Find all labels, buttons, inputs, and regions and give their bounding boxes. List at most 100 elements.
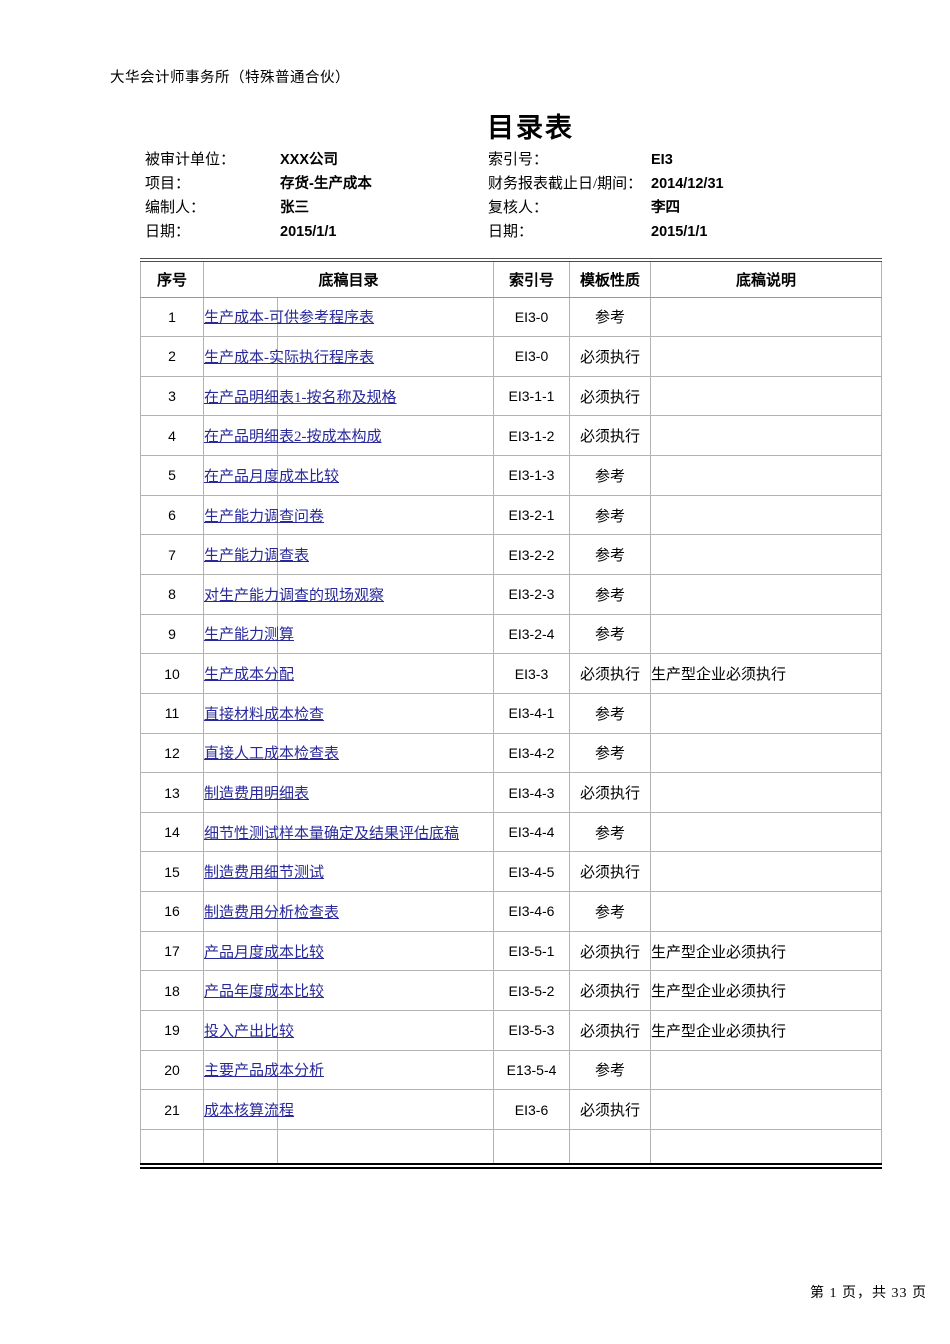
toc-table-container: 序号 底稿目录 索引号 模板性质 底稿说明 1 生产成本-可供参考程序表 EI3-0… bbox=[140, 258, 883, 1170]
reviewer-label: 复核人： bbox=[488, 200, 549, 216]
spacer-cell bbox=[276, 375, 494, 416]
preparer-label: 编制人： bbox=[145, 200, 206, 216]
page-number-footer: 第 1 页，共 33 页 bbox=[810, 1286, 927, 1301]
table-row: 8 对生产能力调查的现场观察 EI3-2-3 参考 bbox=[140, 573, 882, 615]
spacer-cell bbox=[276, 534, 494, 575]
table-row: 15 制造费用细节测试 EI3-4-5 必须执行 bbox=[140, 851, 882, 892]
index-no-value: EI3 bbox=[651, 152, 673, 168]
spacer-cell bbox=[276, 336, 494, 377]
row-number: 1 bbox=[168, 308, 176, 325]
empty-cell bbox=[140, 1128, 204, 1167]
toc-link[interactable]: 细节性测试样本量确定及结果评估底稿 bbox=[204, 825, 460, 842]
note-text bbox=[650, 891, 882, 932]
header-type: 模板性质 bbox=[569, 260, 651, 298]
template-type: 参考 bbox=[569, 692, 651, 734]
template-type: 必须执行 bbox=[569, 336, 651, 377]
doc-title-cell: 产品年度成本比较 bbox=[203, 970, 324, 1011]
table-row: 6 生产能力调查问卷 EI3-2-1 参考 bbox=[140, 494, 882, 535]
toc-link[interactable]: 直接人工成本检查表 bbox=[204, 746, 340, 763]
template-type: 参考 bbox=[569, 573, 651, 615]
spacer-cell bbox=[276, 772, 494, 813]
toc-link[interactable]: 在产品明细表2-按成本构成 bbox=[204, 429, 382, 446]
audited-entity-label: 被审计单位： bbox=[145, 152, 236, 168]
doc-title-cell: 对生产能力调查的现场观察 bbox=[203, 573, 384, 615]
prepare-date-value: 2015/1/1 bbox=[280, 224, 337, 240]
index-no-label: 索引号： bbox=[488, 152, 549, 168]
template-type: 参考 bbox=[569, 297, 651, 337]
toc-link[interactable]: 制造费用细节测试 bbox=[204, 865, 325, 882]
doc-title-cell: 直接人工成本检查表 bbox=[203, 732, 339, 773]
index-code: EI3-1-1 bbox=[493, 375, 570, 416]
index-code: EI3-4-2 bbox=[493, 732, 570, 773]
page-title: 目录表 bbox=[487, 113, 574, 143]
doc-title-cell: 在产品月度成本比较 bbox=[203, 455, 339, 496]
template-type: 参考 bbox=[569, 613, 651, 654]
table-header-row: 序号 底稿目录 索引号 模板性质 底稿说明 bbox=[140, 260, 882, 298]
toc-link[interactable]: 生产成本-可供参考程序表 bbox=[204, 310, 374, 327]
row-number: 6 bbox=[140, 494, 204, 535]
toc-link[interactable]: 生产成本-实际执行程序表 bbox=[204, 349, 374, 366]
table-row: 12 直接人工成本检查表 EI3-4-2 参考 bbox=[140, 732, 882, 773]
spacer-cell bbox=[276, 415, 494, 456]
table-row: 19 投入产出比较 EI3-5-3 必须执行 生产型企业必须执行 bbox=[140, 1010, 882, 1051]
header-no: 序号 bbox=[140, 260, 204, 298]
preparer-value: 张三 bbox=[280, 200, 309, 216]
reviewer-value: 李四 bbox=[651, 200, 680, 216]
doc-title-cell: 生产成本-实际执行程序表 bbox=[203, 336, 374, 377]
toc-link[interactable]: 生产成本分配 bbox=[204, 667, 295, 684]
info-block: 被审计单位： XXX公司 索引号： EI3 项目： 存货-生产成本 财务报表截止… bbox=[145, 148, 925, 244]
index-code: EI3-0 bbox=[493, 297, 570, 337]
spacer-cell bbox=[276, 1089, 494, 1130]
toc-link[interactable]: 生产能力调查问卷 bbox=[204, 508, 325, 525]
fs-cutoff-label: 财务报表截止日/期间： bbox=[488, 176, 643, 192]
template-type: 必须执行 bbox=[569, 970, 651, 1011]
toc-body: 1 生产成本-可供参考程序表 EI3-0 参考 2 生产成本-实际执行程序表 EI3-0 必须… bbox=[140, 297, 882, 1167]
toc-link[interactable]: 在产品月度成本比较 bbox=[204, 468, 340, 485]
toc-link[interactable]: 成本核算流程 bbox=[204, 1103, 295, 1120]
index-code: EI3-6 bbox=[493, 1089, 570, 1130]
toc-link[interactable]: 制造费用分析检查表 bbox=[204, 904, 340, 921]
note-text bbox=[650, 455, 882, 496]
info-line: 编制人： 张三 复核人： 李四 bbox=[145, 196, 925, 220]
index-code: EI3-5-1 bbox=[493, 930, 570, 971]
toc-link[interactable]: 产品年度成本比较 bbox=[204, 984, 325, 1001]
note-text bbox=[650, 375, 882, 416]
note-text bbox=[650, 534, 882, 575]
doc-title-cell: 成本核算流程 bbox=[203, 1089, 294, 1130]
note-text bbox=[650, 415, 882, 456]
toc-link[interactable]: 对生产能力调查的现场观察 bbox=[204, 587, 385, 604]
toc-link[interactable]: 制造费用明细表 bbox=[204, 786, 310, 802]
index-code: EI3-4-5 bbox=[493, 851, 570, 892]
row-number: 21 bbox=[140, 1089, 204, 1130]
table-row: 9 生产能力测算 EI3-2-4 参考 bbox=[140, 613, 882, 654]
project-label: 项目： bbox=[145, 176, 191, 192]
table-row: 20 主要产品成本分析 E13-5-4 参考 bbox=[140, 1049, 882, 1090]
row-number: 18 bbox=[140, 970, 204, 1011]
template-type: 必须执行 bbox=[569, 851, 651, 892]
table-row: 14 细节性测试样本量确定及结果评估底稿 EI3-4-4 参考 bbox=[140, 811, 882, 852]
template-type: 必须执行 bbox=[569, 653, 651, 694]
toc-link[interactable]: 生产能力测算 bbox=[204, 627, 295, 644]
toc-link[interactable]: 投入产出比较 bbox=[204, 1023, 295, 1040]
project-value: 存货-生产成本 bbox=[280, 176, 372, 192]
doc-title-cell: 生产能力调查问卷 bbox=[203, 494, 324, 535]
template-type: 必须执行 bbox=[569, 930, 651, 971]
note-text bbox=[650, 772, 882, 813]
doc-title-cell: 细节性测试样本量确定及结果评估底稿 bbox=[203, 811, 459, 852]
header-index: 索引号 bbox=[493, 260, 570, 298]
index-code: EI3-2-3 bbox=[493, 573, 570, 615]
index-code: EI3-0 bbox=[493, 336, 570, 377]
index-code: EI3-1-3 bbox=[493, 455, 570, 496]
spacer-cell bbox=[276, 891, 494, 932]
toc-link[interactable]: 产品月度成本比较 bbox=[204, 944, 325, 961]
review-date-value: 2015/1/1 bbox=[651, 224, 708, 240]
toc-link[interactable]: 主要产品成本分析 bbox=[204, 1063, 325, 1080]
spacer-cell bbox=[276, 851, 494, 892]
table-row: 3 在产品明细表1-按名称及规格 EI3-1-1 必须执行 bbox=[140, 375, 882, 416]
toc-link[interactable]: 直接材料成本检查 bbox=[204, 706, 325, 723]
toc-link[interactable]: 在产品明细表1-按名称及规格 bbox=[204, 389, 397, 406]
spacer-cell bbox=[276, 1010, 494, 1051]
row-number: 16 bbox=[140, 891, 204, 932]
toc-link[interactable]: 生产能力调查表 bbox=[204, 548, 310, 565]
